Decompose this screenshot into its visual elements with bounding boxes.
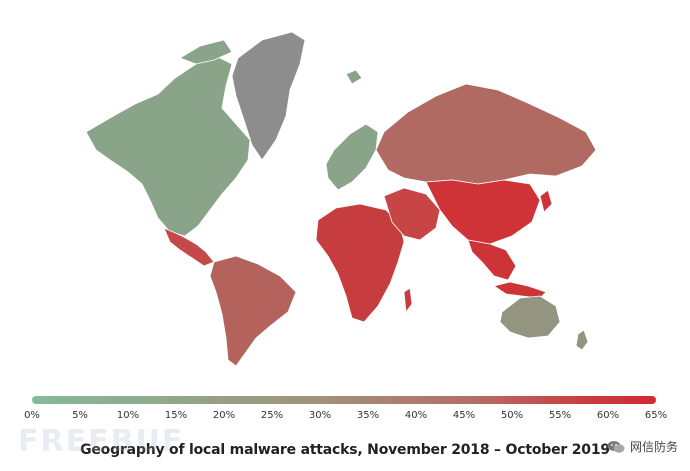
map-title: Geography of local malware attacks, Nove… (80, 442, 610, 458)
legend-tick: 10% (116, 410, 140, 421)
region-middle-east (383, 187, 441, 241)
legend-tick: 40% (404, 410, 428, 421)
region-north-america-islands (179, 39, 233, 65)
legend-tick: 30% (308, 410, 332, 421)
color-legend: 0% 5% 10% 15% 20% 25% 30% 35% 40% 45% 50… (24, 396, 668, 436)
legend-tick: 15% (164, 410, 188, 421)
legend-tick: 60% (596, 410, 620, 421)
legend-tick: 20% (212, 410, 236, 421)
region-russia (375, 83, 597, 185)
legend-tick: 0% (24, 410, 40, 421)
region-japan (539, 189, 553, 213)
legend-tick: 50% (500, 410, 524, 421)
legend-tick: 45% (452, 410, 476, 421)
legend-tick: 55% (548, 410, 572, 421)
legend-tick: 65% (644, 410, 668, 421)
region-africa (315, 203, 405, 323)
region-south-america (209, 255, 297, 367)
region-madagascar (403, 287, 413, 314)
region-southeast-asia (467, 239, 517, 281)
region-australia (499, 295, 561, 339)
region-china (425, 179, 541, 245)
region-western-europe (325, 123, 379, 191)
region-central-america (163, 227, 215, 267)
legend-tick: 5% (72, 410, 88, 421)
legend-tick: 25% (260, 410, 284, 421)
color-scale-bar (32, 396, 656, 404)
region-new-zealand (575, 329, 589, 351)
legend-ticks: 0% 5% 10% 15% 20% 25% 30% 35% 40% 45% 50… (24, 410, 668, 424)
region-greenland (231, 31, 306, 161)
region-iceland (345, 69, 363, 85)
region-indonesia (493, 281, 547, 299)
legend-tick: 35% (356, 410, 380, 421)
region-north-america (85, 55, 251, 237)
world-map (85, 31, 597, 367)
world-map-svg (85, 31, 597, 367)
